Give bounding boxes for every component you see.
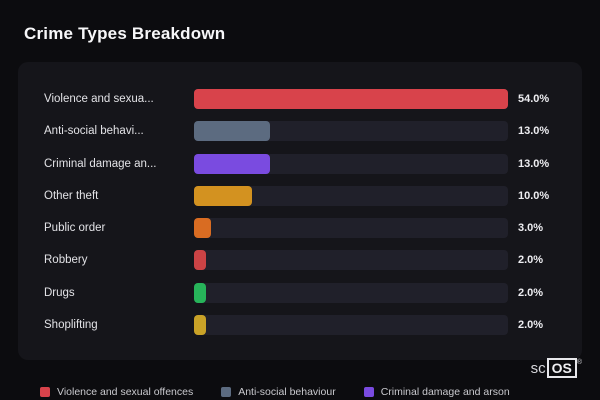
- legend-swatch: [40, 387, 50, 397]
- logo-box: OS: [546, 358, 577, 378]
- bar: [194, 89, 508, 109]
- bar: [194, 185, 253, 206]
- scos-logo: sc OS ®: [531, 358, 582, 378]
- row-value: 54.0%: [518, 93, 550, 105]
- bar-row: Public order 3.0%: [44, 213, 558, 243]
- row-value: 10.0%: [518, 189, 550, 202]
- legend-label: Violence and sexual offences: [57, 386, 194, 398]
- bar-track: [194, 89, 508, 109]
- bar-track: [194, 250, 508, 271]
- row-value: 2.0%: [518, 254, 544, 267]
- bar-row: Anti-social behavi... 13.0%: [44, 116, 558, 146]
- bar-track: [194, 218, 508, 239]
- bar: [194, 314, 206, 335]
- row-label: Drugs: [44, 286, 75, 299]
- row-value: 13.0%: [518, 157, 550, 170]
- row-value: 2.0%: [518, 318, 544, 331]
- row-label: Criminal damage an...: [44, 157, 157, 170]
- legend-item[interactable]: Violence and sexual offences: [40, 386, 193, 398]
- bar-row: Violence and sexua... 54.0%: [44, 84, 558, 114]
- row-label: Shoplifting: [44, 318, 98, 331]
- row-label: Other theft: [44, 189, 99, 202]
- bar-track: [194, 282, 508, 303]
- legend-item[interactable]: Criminal damage and arson: [363, 386, 510, 398]
- bar-row: Shoplifting 2.0%: [44, 310, 558, 340]
- row-label: Public order: [44, 222, 106, 235]
- logo-registered-mark: ®: [576, 359, 582, 366]
- legend-swatch: [221, 387, 232, 397]
- row-value: 3.0%: [518, 222, 544, 235]
- bar: [194, 218, 212, 239]
- bar: [194, 282, 206, 303]
- row-value: 13.0%: [518, 125, 550, 138]
- bar-row: Other theft 10.0%: [44, 181, 558, 211]
- logo-prefix: sc: [530, 359, 546, 377]
- bar-row: Criminal damage an... 13.0%: [44, 149, 558, 179]
- bar: [194, 153, 270, 174]
- bar-row: Drugs 2.0%: [44, 278, 558, 308]
- chart-rows: Violence and sexua... 54.0% Anti-social …: [44, 84, 558, 340]
- page-title: Crime Types Breakdown: [24, 24, 226, 43]
- bar: [194, 250, 206, 271]
- chart-card: Violence and sexua... 54.0% Anti-social …: [18, 62, 582, 360]
- legend-label: Criminal damage and arson: [380, 386, 510, 398]
- legend-item[interactable]: Anti-social behaviour: [221, 386, 336, 398]
- bar-track: [194, 314, 508, 335]
- legend-label: Anti-social behaviour: [238, 386, 336, 398]
- bar: [194, 121, 270, 142]
- bar-track: [194, 185, 508, 206]
- row-label: Robbery: [44, 254, 88, 267]
- legend-swatch: [363, 387, 374, 397]
- row-value: 2.0%: [518, 286, 544, 299]
- bar-track: [194, 121, 508, 142]
- bar-row: Robbery 2.0%: [44, 245, 558, 275]
- bar-track: [194, 153, 508, 174]
- row-label: Anti-social behavi...: [44, 125, 144, 138]
- legend: Violence and sexual offences Anti-social…: [40, 386, 510, 398]
- row-label: Violence and sexua...: [44, 93, 154, 105]
